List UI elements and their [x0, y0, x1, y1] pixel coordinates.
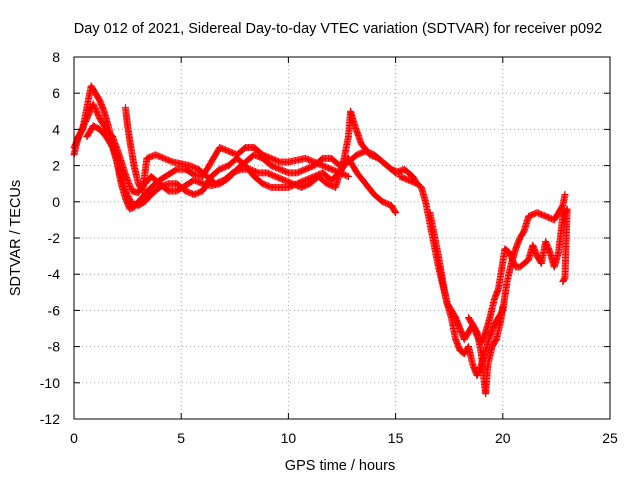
- y-tick-label: 8: [52, 49, 60, 65]
- series-track: [83, 122, 400, 217]
- data-point: [391, 207, 399, 215]
- y-tick-label: -8: [48, 339, 61, 355]
- y-tick-label: 2: [52, 158, 60, 174]
- y-tick-label: 0: [52, 194, 60, 210]
- series-track: [464, 205, 571, 347]
- grid-lines: [74, 57, 610, 419]
- series-track: [396, 172, 507, 398]
- series-track: [426, 191, 569, 380]
- data-point: [392, 209, 400, 217]
- data-point: [344, 172, 352, 180]
- y-tick-label: 6: [52, 85, 60, 101]
- x-tick-label: 15: [388, 430, 404, 446]
- y-tick-label: -2: [48, 230, 61, 246]
- data-point: [560, 276, 568, 284]
- data-point: [561, 191, 569, 199]
- x-tick-label: 25: [602, 430, 618, 446]
- chart-title: Day 012 of 2021, Sidereal Day-to-day VTE…: [74, 21, 602, 37]
- data-point: [559, 277, 567, 285]
- y-tick-label: -4: [48, 266, 61, 282]
- x-axis-label: GPS time / hours: [285, 458, 395, 474]
- y-tick-label: -10: [40, 375, 60, 391]
- x-tick-label: 5: [177, 430, 185, 446]
- x-tick-label: 10: [281, 430, 297, 446]
- x-tick-label: 20: [495, 430, 511, 446]
- y-tick-label: 4: [52, 121, 60, 137]
- x-tick-label: 0: [70, 430, 78, 446]
- y-axis-label: SDTVAR / TECUs: [8, 180, 24, 296]
- y-tick-label: -6: [48, 302, 61, 318]
- axis-ticks: 0 5 10 15 20 25 -12 -10 -8 -6 -4 -2 0 2 4 6 8: [40, 49, 618, 446]
- data-points: [70, 82, 571, 398]
- y-tick-label: -12: [40, 411, 60, 427]
- data-point: [343, 172, 351, 180]
